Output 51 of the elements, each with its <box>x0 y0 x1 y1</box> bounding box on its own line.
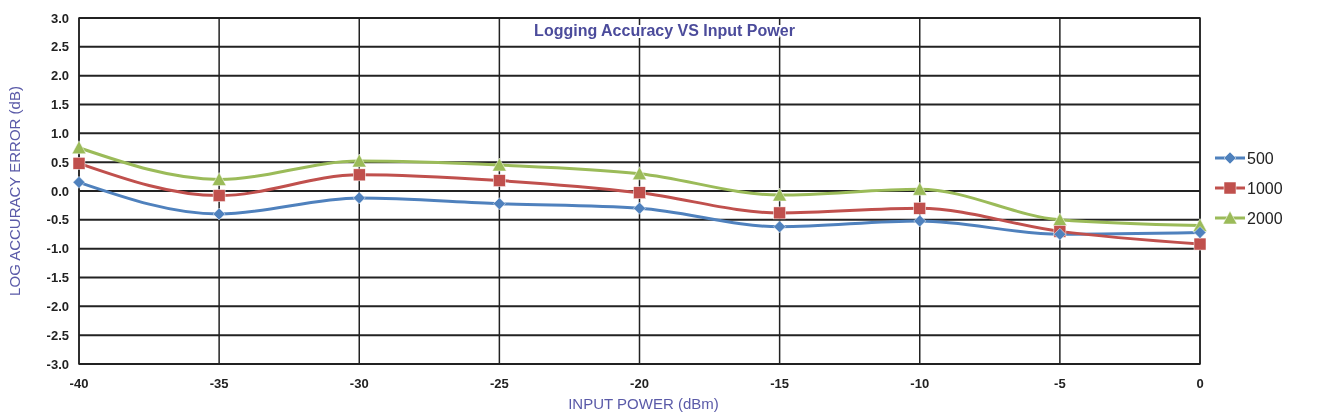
point <box>772 187 787 202</box>
x-tick-label: -15 <box>770 376 790 391</box>
x-axis-title: INPUT POWER (dBm) <box>568 395 719 412</box>
legend-label: 2000 <box>1247 209 1283 227</box>
y-tick-label: 1.0 <box>50 125 69 141</box>
y-tick-label: -0.5 <box>46 212 69 228</box>
x-tick-label: -10 <box>910 376 930 391</box>
y-tick-label: 2.0 <box>50 68 69 84</box>
point <box>773 206 786 220</box>
x-tick-label: -5 <box>1054 376 1066 391</box>
point <box>633 186 646 199</box>
y-tick-label: 0.5 <box>50 154 69 170</box>
x-tick-label: 0 <box>1196 376 1204 391</box>
y-tick-label: 2.5 <box>50 39 69 55</box>
x-tick-label: -35 <box>209 376 229 391</box>
y-tick-label: -2.5 <box>46 327 69 343</box>
y-tick-label: -3.0 <box>46 356 69 372</box>
x-tick-label: -30 <box>349 376 369 391</box>
y-tick-label: 3.0 <box>50 10 69 26</box>
point <box>72 157 86 170</box>
legend-label: 1000 <box>1247 179 1283 197</box>
y-tick-label: -1.0 <box>46 241 69 257</box>
y-tick-label: -1.5 <box>46 270 69 286</box>
point <box>632 166 647 180</box>
point <box>211 172 227 186</box>
y-axis-title: LOG ACCURACY ERROR (dB) <box>6 86 23 296</box>
x-tick-label: -20 <box>630 376 649 391</box>
point <box>913 202 926 215</box>
point <box>773 220 786 233</box>
y-tick-label: 0.0 <box>50 183 69 199</box>
point <box>352 153 367 168</box>
point <box>1193 237 1207 251</box>
point <box>353 168 366 182</box>
point <box>72 176 86 189</box>
point <box>353 191 366 205</box>
x-tick-label: -25 <box>489 376 509 391</box>
y-tick-label: 1.5 <box>50 97 69 113</box>
point <box>493 197 506 210</box>
point <box>492 157 507 172</box>
point <box>913 214 926 228</box>
point <box>212 207 226 221</box>
point <box>212 189 226 202</box>
point <box>1052 212 1068 227</box>
x-tick-label: -40 <box>69 376 89 391</box>
point <box>1193 226 1207 239</box>
point <box>912 182 927 196</box>
legend-label: 500 <box>1247 149 1274 167</box>
point <box>71 140 87 154</box>
point <box>633 202 646 215</box>
point <box>493 174 506 187</box>
y-tick-label: -2.0 <box>46 298 69 314</box>
